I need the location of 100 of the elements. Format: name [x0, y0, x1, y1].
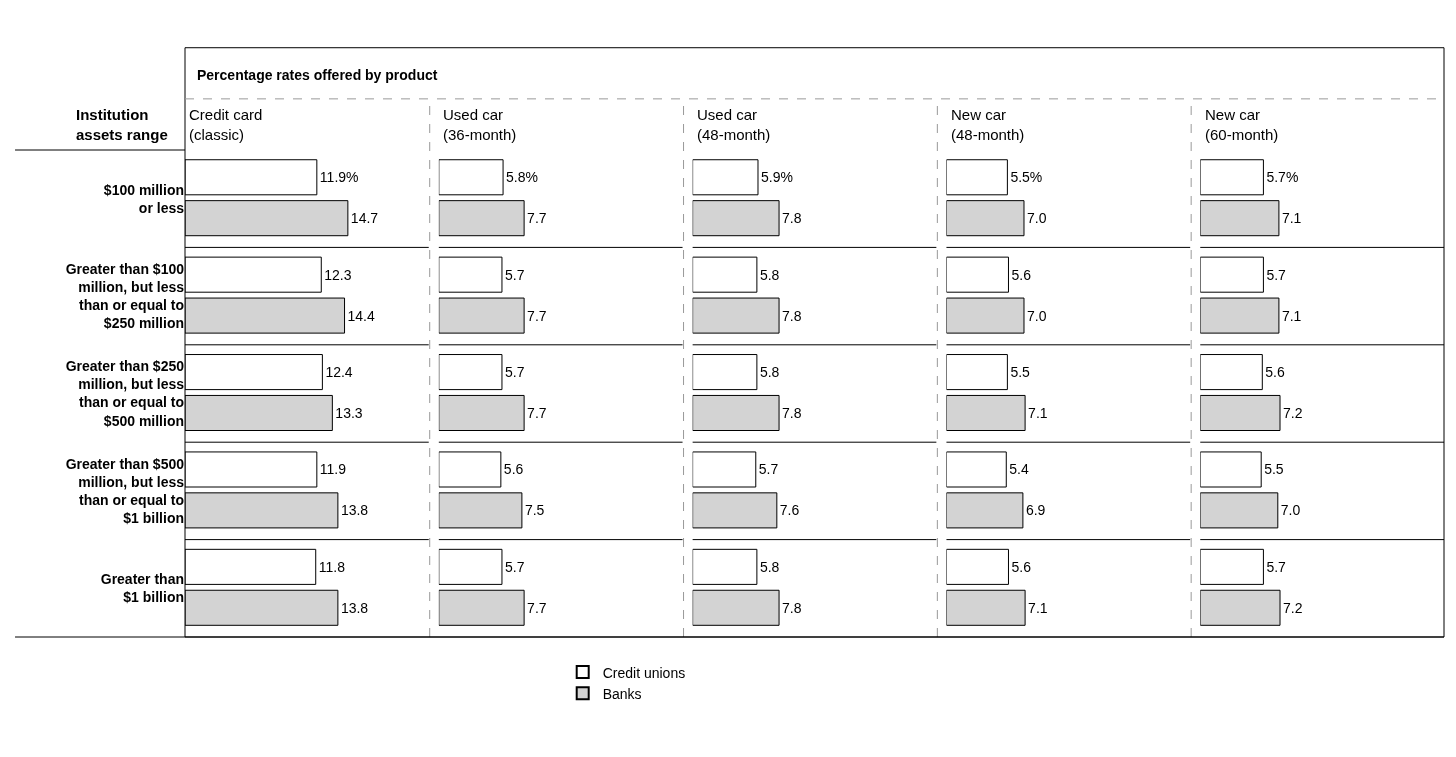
data-label: 5.7 — [758, 461, 779, 478]
data-label: 5.8% — [506, 169, 538, 186]
bar — [946, 297, 1025, 334]
data-label: 11.9% — [319, 169, 359, 186]
data-label: 12.3 — [324, 266, 352, 283]
y-tick-label: Greater than $250 million, but less than or equal to $500 million — [65, 358, 185, 429]
bar — [1200, 159, 1264, 196]
bar — [946, 394, 1026, 432]
data-label: 5.5 — [1010, 364, 1031, 381]
data-label: 5.7 — [504, 266, 525, 283]
data-label: 7.8 — [782, 599, 802, 616]
bar — [692, 159, 759, 196]
data-label: 7.7 — [527, 404, 547, 421]
bar — [692, 354, 758, 391]
data-label: 7.1 — [1028, 599, 1048, 616]
data-label: 13.3 — [335, 404, 363, 421]
bar — [692, 394, 780, 432]
data-label: 11.9 — [319, 461, 347, 478]
bar — [1200, 492, 1279, 529]
bar — [438, 492, 523, 529]
bar — [1200, 548, 1264, 585]
data-label: 5.7% — [1266, 169, 1299, 186]
bar — [692, 589, 780, 626]
data-label: 5.7 — [504, 558, 525, 575]
data-label: 11.8 — [318, 558, 346, 575]
data-label: 5.8 — [759, 558, 780, 575]
legend-label: Banks — [602, 685, 642, 702]
y-tick-label: Greater than $1 billion — [100, 571, 184, 606]
bar — [438, 589, 525, 626]
data-label: 7.0 — [1026, 307, 1047, 324]
bar — [1200, 451, 1262, 488]
bar — [438, 200, 525, 237]
text: Credit card (classic) — [189, 106, 263, 143]
data-label: 7.8 — [782, 404, 802, 421]
data-label: 7.7 — [527, 307, 547, 324]
y-axis-title: Institution assets range — [76, 106, 168, 143]
data-label: 5.5% — [1010, 169, 1043, 186]
data-label: 5.6 — [503, 461, 524, 478]
bar — [438, 451, 502, 488]
data-label: 5.6 — [1011, 266, 1032, 283]
bar — [946, 159, 1008, 196]
data-label: 7.8 — [782, 210, 802, 227]
data-label: 12.4 — [325, 364, 353, 381]
data-label: 7.2 — [1283, 599, 1303, 616]
bar — [438, 354, 503, 391]
data-label: 7.0 — [1026, 210, 1047, 227]
data-label: 7.6 — [779, 502, 800, 519]
y-tick-label: Greater than $100 million, but less than or equal to $250 million — [65, 260, 185, 332]
bar — [692, 200, 780, 237]
bar — [1200, 394, 1281, 432]
data-label: 7.7 — [527, 210, 547, 227]
bar — [692, 256, 758, 293]
bar — [1200, 256, 1264, 293]
bar — [438, 159, 504, 196]
y-tick-label: Greater than $500 million, but less than or equal to $1 billion — [65, 455, 185, 527]
bar — [1200, 297, 1280, 334]
bar — [438, 548, 503, 585]
data-label: 7.7 — [527, 599, 547, 616]
data-label: 7.2 — [1283, 404, 1303, 421]
data-label: 5.7 — [1266, 558, 1287, 575]
bar — [946, 589, 1026, 626]
chart-title: New car (60-month) — [1205, 106, 1279, 143]
bar — [692, 548, 758, 585]
bar — [692, 297, 780, 334]
text: Used car (36-month) — [443, 106, 517, 143]
data-label: 7.0 — [1280, 502, 1301, 519]
data-label: 5.6 — [1011, 558, 1032, 575]
bar — [946, 354, 1008, 391]
bar — [946, 256, 1009, 293]
data-label: 14.4 — [347, 307, 375, 324]
data-label: 5.9% — [761, 169, 793, 186]
bar — [946, 548, 1009, 585]
bar — [1200, 354, 1263, 391]
text: Percentage rates offered by product — [197, 67, 438, 83]
data-label: 7.8 — [782, 307, 802, 324]
data-label: 14.7 — [350, 210, 379, 227]
data-label: 7.1 — [1281, 210, 1302, 227]
bar — [438, 297, 525, 334]
bar — [692, 451, 757, 488]
data-label: 5.6 — [1265, 364, 1285, 381]
bar — [1200, 589, 1281, 626]
data-label: 7.1 — [1028, 404, 1048, 421]
data-label: 7.1 — [1281, 307, 1302, 324]
data-label: 5.7 — [1266, 266, 1287, 283]
text: New car (48-month) — [951, 106, 1025, 143]
data-label: 5.5 — [1264, 461, 1284, 478]
bar — [946, 200, 1025, 237]
text: Used car (48-month) — [697, 106, 771, 143]
data-label: 7.5 — [524, 502, 545, 519]
data-label: 13.8 — [340, 502, 369, 519]
bar — [946, 451, 1007, 488]
bar — [692, 492, 778, 529]
data-label: 6.9 — [1025, 502, 1046, 519]
bar — [438, 394, 525, 432]
bar — [1200, 200, 1280, 237]
data-label: 5.8 — [759, 364, 780, 381]
data-label: 5.7 — [504, 364, 525, 381]
legend-label: Credit unions — [602, 664, 686, 681]
y-tick-label: $100 million or less — [103, 181, 185, 216]
bar — [946, 492, 1024, 529]
